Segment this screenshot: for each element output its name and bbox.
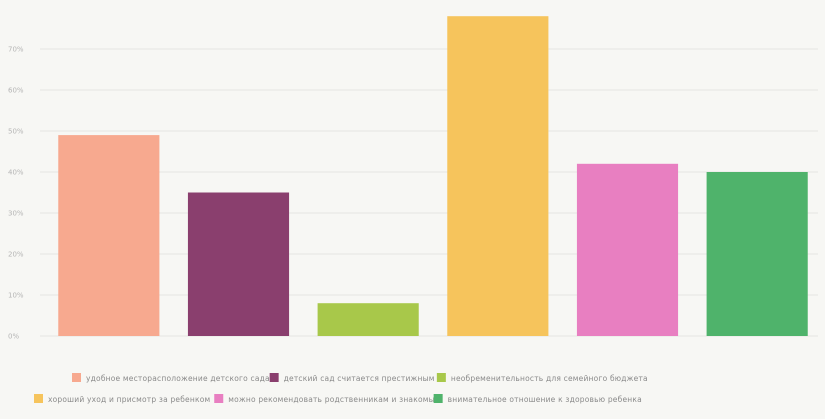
legend: удобное месторасположение детского сада д…	[34, 373, 648, 404]
y-tick-label: 0%	[8, 333, 19, 341]
y-tick-label: 60%	[8, 87, 24, 95]
bar-4	[447, 16, 549, 336]
legend-swatch	[214, 394, 224, 403]
bars	[58, 16, 808, 336]
y-tick-label: 70%	[8, 46, 24, 54]
legend-label: внимательное отношение к здоровью ребенк…	[448, 395, 642, 404]
bar-3	[317, 303, 419, 336]
legend-swatch	[72, 373, 81, 382]
legend-label: хороший уход и присмотр за ребенком	[48, 395, 210, 404]
legend-label: детский сад считается престижным	[284, 374, 435, 383]
bar-5	[576, 163, 679, 336]
legend-label: удобное месторасположение детского сада	[86, 374, 270, 383]
bar-6	[706, 172, 808, 336]
y-tick-label: 10%	[8, 292, 24, 300]
legend-label: необременительность для семейного бюджет…	[451, 374, 648, 383]
bar-2	[187, 192, 290, 336]
y-tick-label: 40%	[8, 169, 24, 177]
legend-swatch	[433, 394, 443, 403]
legend-swatch	[436, 373, 446, 382]
y-tick-label: 20%	[8, 251, 24, 259]
y-axis: 0% 10% 20% 30% 40% 50% 60% 70%	[8, 46, 24, 341]
grid-lines	[40, 48, 818, 337]
y-tick-label: 30%	[8, 210, 24, 218]
bar-1	[58, 135, 160, 336]
legend-swatch	[34, 394, 43, 403]
y-tick-label: 50%	[8, 128, 24, 136]
legend-label: можно рекомендовать родственникам и знак…	[228, 395, 440, 404]
legend-swatch	[269, 373, 279, 382]
